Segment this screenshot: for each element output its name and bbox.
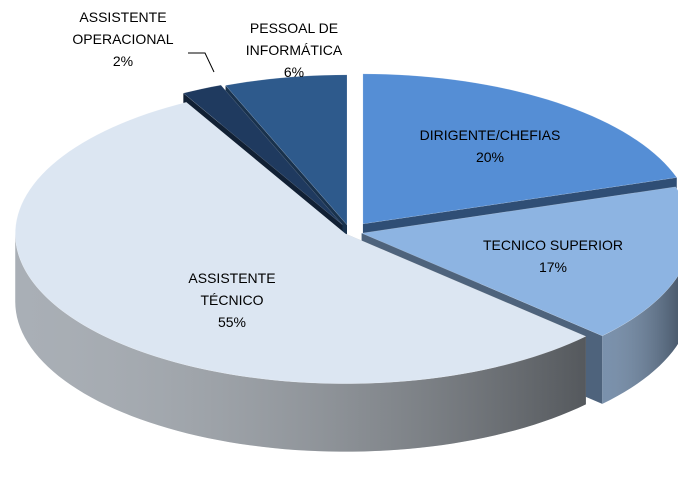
label-line: TECNICO SUPERIOR: [483, 237, 623, 253]
slice-label: ASSISTENTE TÉCNICO: [188, 270, 275, 308]
slice: [182, 84, 343, 225]
slice: [15, 101, 587, 384]
label-line: ASSISTENTE: [188, 270, 275, 286]
labels: DIRIGENTE/CHEFIAS 20% TECNICO SUPERIOR 17% A…: [72, 9, 623, 330]
slice: [362, 73, 678, 225]
pie: [15, 73, 678, 452]
slice-label: ASSISTENTE OPERACIONAL: [72, 9, 173, 47]
label-line: OPERACIONAL: [72, 31, 173, 47]
slice-label: TECNICO SUPERIOR: [483, 237, 623, 253]
slice-value-label: 6%: [284, 64, 304, 80]
label-line: TÉCNICO: [201, 292, 264, 308]
leader-line: [188, 52, 215, 73]
slice: [360, 186, 678, 337]
label-line: ASSISTENTE: [79, 9, 166, 25]
slice-value-label: 17%: [539, 259, 567, 275]
slice-value-label: 20%: [476, 149, 504, 165]
slice-label: DIRIGENTE/CHEFIAS: [420, 127, 561, 143]
slice-value-label: 55%: [218, 314, 246, 330]
label-line: PESSOAL DE: [250, 20, 338, 36]
slice-side-shade: [602, 275, 678, 404]
slice: [225, 74, 348, 226]
slice-label: PESSOAL DE INFORMÁTICA: [246, 20, 343, 58]
label-line: INFORMÁTICA: [246, 42, 343, 58]
label-line: DIRIGENTE/CHEFIAS: [420, 127, 561, 143]
slice-value-label: 2%: [113, 53, 133, 69]
slice-side-shade: [15, 233, 586, 452]
